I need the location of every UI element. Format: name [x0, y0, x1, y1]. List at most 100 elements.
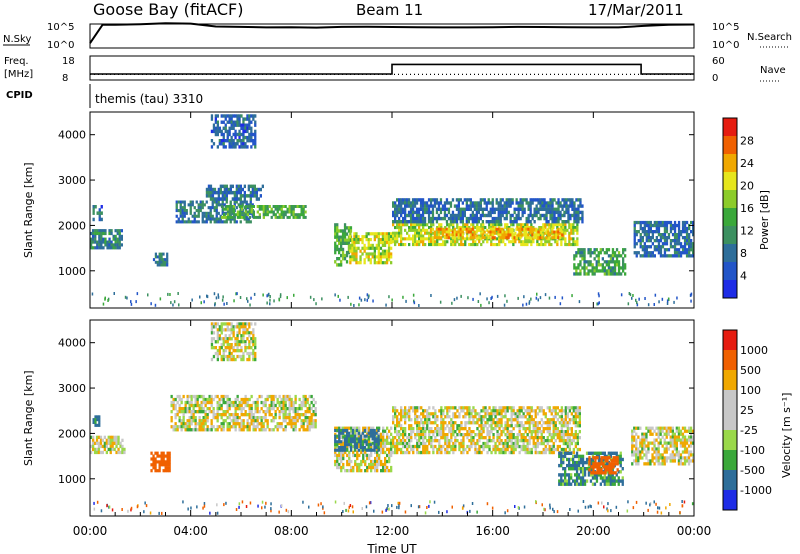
velocity-data-cell: [340, 426, 343, 430]
power-data-cell: [647, 303, 650, 307]
power-data-cell: [577, 207, 580, 211]
power-data-cell: [262, 215, 265, 219]
power-data-cell: [150, 302, 152, 306]
power-data-cell: [459, 210, 462, 215]
power-data-cell: [201, 211, 204, 215]
velocity-data-cell: [476, 412, 479, 416]
velocity-data-cell: [214, 346, 217, 350]
velocity-data-cell: [204, 416, 207, 420]
power-data-cell: [373, 252, 376, 256]
power-data-cell: [193, 211, 196, 215]
velocity-data-cell: [262, 403, 265, 408]
power-data-cell: [233, 299, 235, 303]
power-data-cell: [130, 302, 133, 306]
power-data-cell: [94, 205, 97, 209]
power-data-cell: [213, 292, 216, 296]
velocity-data-cell: [232, 413, 235, 417]
power-data-cell: [226, 215, 230, 219]
velocity-data-cell: [258, 422, 261, 426]
power-data-cell: [657, 245, 661, 249]
velocity-data-cell: [210, 357, 214, 362]
power-data-cell: [423, 201, 427, 205]
power-data-cell: [647, 245, 650, 249]
power-data-cell: [499, 230, 502, 234]
power-data-cell: [102, 302, 105, 306]
power-data-cell: [570, 223, 573, 227]
velocity-data-cell: [109, 447, 112, 452]
velocity-data-cell: [542, 436, 545, 440]
velocity-data-cell: [194, 400, 197, 405]
power-data-cell: [633, 220, 636, 225]
power-data-cell: [507, 201, 510, 205]
power-data-cell: [404, 228, 407, 232]
velocity-data-cell: [240, 397, 243, 402]
velocity-data-cell: [450, 406, 453, 410]
velocity-data-cell: [358, 465, 361, 470]
power-data-cell: [643, 230, 646, 234]
velocity-data-cell: [220, 425, 223, 429]
power-data-cell: [504, 243, 507, 247]
velocity-data-cell: [222, 354, 225, 359]
velocity-data-cell: [474, 447, 477, 452]
velocity-data-cell: [500, 415, 503, 419]
freq-left-tick-bottom: 8: [62, 73, 68, 84]
power-data-cell: [209, 187, 213, 192]
power-data-cell: [396, 220, 399, 224]
velocity-data-cell: [234, 428, 237, 432]
velocity-data-cell: [338, 462, 341, 467]
power-data-cell: [213, 209, 216, 213]
velocity-data-cell: [194, 403, 197, 408]
velocity-data-cell: [236, 407, 239, 411]
velocity-data-cell: [452, 421, 455, 425]
power-data-cell: [377, 258, 380, 262]
power-data-cell: [573, 266, 576, 270]
power-data-cell: [240, 207, 244, 211]
power-data-cell: [611, 260, 615, 264]
velocity-data-cell: [492, 406, 495, 410]
velocity-data-cell: [216, 331, 219, 335]
velocity-data-cell: [440, 412, 443, 416]
power-data-cell: [601, 257, 604, 261]
power-data-cell: [381, 232, 385, 236]
power-data-cell: [394, 240, 397, 244]
velocity-data-cell: [528, 421, 531, 425]
power-data-cell: [106, 243, 109, 247]
power-data-cell: [525, 227, 528, 231]
velocity-data-cell: [228, 416, 231, 420]
velocity-data-cell: [488, 433, 491, 437]
velocity-data-cell: [296, 407, 299, 411]
power-data-cell: [587, 263, 590, 267]
velocity-data-cell: [440, 450, 443, 455]
power-data-cell: [536, 243, 539, 247]
power-data-cell: [218, 142, 221, 146]
power-data-cell: [250, 132, 253, 137]
velocity-data-cell: [424, 409, 427, 413]
power-data-cell: [417, 216, 421, 221]
power-data-cell: [377, 249, 380, 253]
power-data-cell: [692, 248, 695, 252]
velocity-data-cell: [374, 459, 377, 464]
velocity-data-cell: [380, 459, 383, 464]
velocity-data-cell: [218, 328, 221, 332]
velocity-data-cell: [347, 440, 351, 444]
power-data-cell: [571, 294, 573, 298]
power-data-cell: [605, 263, 608, 267]
velocity-data-cell: [442, 424, 445, 428]
power-data-cell: [353, 238, 356, 242]
velocity-data-cell: [314, 407, 317, 411]
power-data-cell: [595, 263, 598, 267]
velocity-data-cell: [492, 412, 495, 416]
power-data-cell: [487, 230, 490, 234]
velocity-data-cell: [452, 415, 455, 419]
velocity-data-cell: [490, 409, 493, 413]
power-data-cell: [671, 245, 675, 249]
power-data-cell: [158, 260, 161, 264]
power-data-cell: [542, 243, 545, 247]
velocity-data-cell: [204, 428, 207, 432]
velocity-data-cell: [508, 439, 511, 443]
velocity-data-cell: [530, 436, 533, 440]
power-data-cell: [250, 296, 252, 300]
velocity-data-cell: [462, 409, 465, 413]
velocity-data-cell: [224, 413, 227, 417]
power-data-cell: [639, 254, 642, 258]
